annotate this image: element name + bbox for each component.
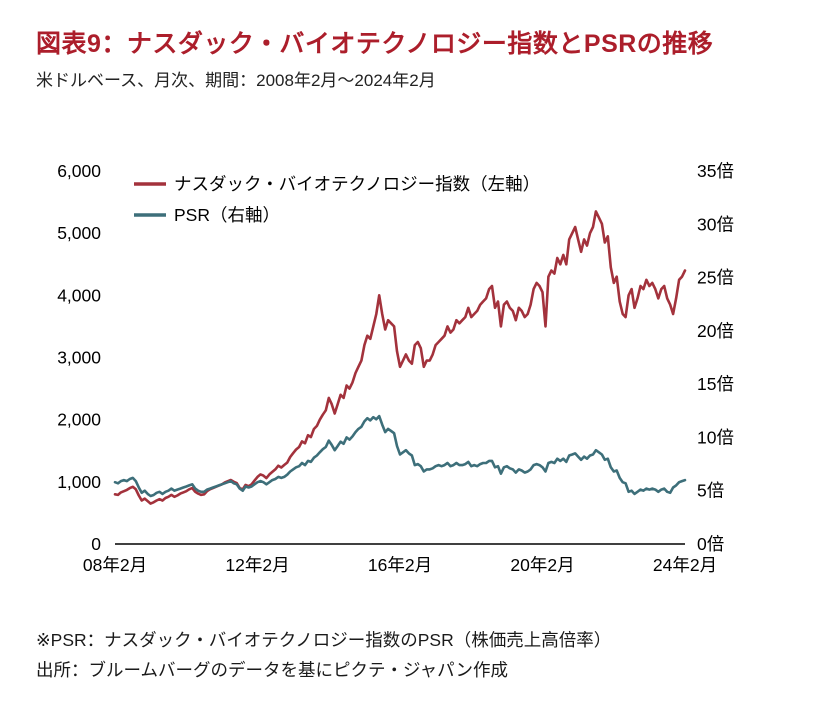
y-axis-right-label: 15倍 bbox=[697, 374, 734, 394]
footnotes: ※PSR：ナスダック・バイオテクノロジー指数のPSR（株価売上高倍率） 出所：ブ… bbox=[0, 626, 833, 686]
y-axis-right-label: 10倍 bbox=[697, 428, 734, 448]
y-axis-left-label: 6,000 bbox=[57, 161, 101, 181]
x-axis-label: 12年2月 bbox=[225, 555, 289, 575]
y-axis-right-label: 20倍 bbox=[697, 321, 734, 341]
psr-index-line-chart: 0 1,000 2,000 3,000 4,000 5,000 6,000 0倍 5倍 10倍 15… bbox=[57, 161, 734, 575]
y-axis-right-label: 30倍 bbox=[697, 215, 734, 235]
x-axis-label: 16年2月 bbox=[368, 555, 432, 575]
y-axis-right-label: 35倍 bbox=[697, 161, 734, 181]
chart-subtitle: 米ドルベース、月次、期間：2008年2月～2024年2月 bbox=[36, 70, 436, 90]
footnote-psr-definition: ※PSR：ナスダック・バイオテクノロジー指数のPSR（株価売上高倍率） bbox=[36, 630, 612, 651]
y-axis-left-label: 0 bbox=[91, 534, 101, 554]
x-axis-label: 20年2月 bbox=[510, 555, 574, 575]
y-axis-right-label: 0倍 bbox=[697, 534, 724, 554]
y-axis-left-label: 3,000 bbox=[57, 348, 101, 368]
chart-header: 図表9：ナスダック・バイオテクノロジー指数とPSRの推移 米ドルベース、月次、期… bbox=[0, 0, 833, 92]
legend-label-index: ナスダック・バイオテクノロジー指数（左軸） bbox=[174, 174, 540, 194]
y-axis-left-label: 2,000 bbox=[57, 410, 101, 430]
page-title: 図表9：ナスダック・バイオテクノロジー指数とPSRの推移 bbox=[36, 30, 714, 58]
psr-line bbox=[113, 415, 687, 498]
footnote-source: 出所：ブルームバーグのデータを基にピクテ・ジャパン作成 bbox=[36, 660, 508, 681]
x-axis-label: 08年2月 bbox=[83, 555, 147, 575]
x-axis-label: 24年2月 bbox=[653, 555, 717, 575]
y-axis-right-label: 25倍 bbox=[697, 268, 734, 288]
y-axis-left-label: 4,000 bbox=[57, 286, 101, 306]
index-line bbox=[113, 210, 687, 506]
y-axis-left-label: 1,000 bbox=[57, 472, 101, 492]
y-axis-right-label: 5倍 bbox=[697, 481, 724, 501]
legend-label-psr: PSR（右軸） bbox=[174, 205, 280, 225]
y-axis-left-label: 5,000 bbox=[57, 223, 101, 243]
